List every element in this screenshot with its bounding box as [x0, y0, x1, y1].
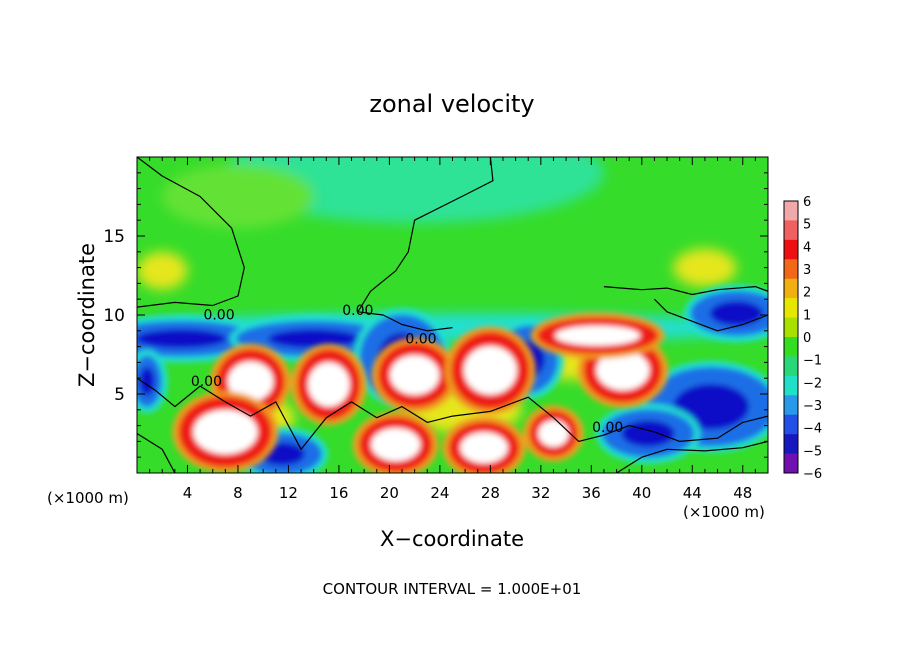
- contour-lines: [137, 157, 768, 473]
- field-blob-warm: [530, 312, 665, 359]
- colorbar-swatch: [784, 375, 798, 396]
- field-blob-warm: [352, 411, 439, 473]
- field-blob-upper: [162, 164, 314, 229]
- warm-center: [596, 350, 650, 391]
- colorbar-label: −6: [803, 467, 822, 482]
- x-tick-label: 4: [183, 484, 193, 502]
- x-unit-left: (×1000 m): [47, 489, 129, 507]
- x-tick-label: 16: [329, 484, 348, 502]
- colorbar-swatch: [784, 453, 798, 474]
- colorbar-swatch: [784, 239, 798, 260]
- x-tick-label: 12: [279, 484, 298, 502]
- colorbar-swatch: [784, 278, 798, 299]
- colorbar-label: 6: [803, 195, 811, 210]
- colorbar-swatch: [784, 434, 798, 455]
- field-blob-cold: [595, 403, 701, 464]
- colorbar-swatch: [784, 220, 798, 241]
- field-blob-warm: [523, 405, 584, 462]
- warm-center: [460, 432, 508, 464]
- contour-line: [357, 157, 494, 332]
- field-layer-warm: [172, 312, 669, 473]
- x-tick-label: 40: [632, 484, 651, 502]
- contour-label: 0.00: [405, 331, 436, 347]
- colorbar-label: 4: [803, 240, 811, 255]
- field-blob-yellow: [137, 251, 188, 290]
- colorbar-frame: [783, 200, 799, 474]
- warm-center: [463, 345, 517, 395]
- field-blob-warm: [291, 343, 367, 426]
- colorbar-swatch: [784, 317, 798, 338]
- colorbar-swatch: [784, 356, 798, 377]
- colorbar-label: 5: [803, 218, 811, 233]
- colorbar-label: −3: [803, 399, 822, 414]
- warm-center: [390, 355, 440, 395]
- contour-line: [137, 377, 768, 450]
- colorbar-swatch: [784, 201, 798, 221]
- colorbar-label: 2: [803, 286, 811, 301]
- colorbar-label: −4: [803, 422, 822, 437]
- field-blob-cold: [684, 284, 768, 342]
- field-blob-yellow: [673, 248, 737, 287]
- warm-center: [308, 362, 350, 407]
- contour-labels: 0.00 0.00 0.00 0.00 0.00: [191, 303, 623, 436]
- contour-label: 0.00: [592, 420, 623, 436]
- x-tick-label: 28: [481, 484, 500, 502]
- cold-center: [621, 420, 675, 447]
- warm-center: [538, 420, 569, 447]
- cold-center: [137, 329, 227, 349]
- field-layer-cold: [137, 284, 768, 473]
- field-blob-cold: [137, 349, 168, 414]
- y-tick-label: 5: [114, 385, 125, 405]
- colorbar-label: −2: [803, 376, 822, 391]
- contour-line: [137, 432, 176, 473]
- colorbar-swatch: [784, 337, 798, 357]
- x-tick-label: 44: [683, 484, 702, 502]
- cold-center: [139, 367, 155, 396]
- field-blob-warm: [172, 391, 279, 473]
- colorbar-swatch: [784, 298, 798, 319]
- contour-line: [603, 286, 768, 296]
- x-tick-label: 48: [733, 484, 752, 502]
- x-tick-label: 20: [380, 484, 399, 502]
- colorbar-label: 1: [803, 308, 811, 323]
- colorbar-swatch: [784, 414, 798, 435]
- contour-label: 0.00: [203, 308, 234, 324]
- field-blob-upper: [225, 157, 604, 224]
- colorbar-label: −5: [803, 444, 822, 459]
- warm-center: [193, 409, 258, 455]
- contour-label: 0.00: [191, 374, 222, 390]
- y-tick-label: 15: [103, 227, 125, 247]
- x-tick-label: 8: [233, 484, 243, 502]
- colorbar-label: 3: [803, 263, 811, 278]
- contour-line: [137, 157, 245, 308]
- chart-title: zonal velocity: [369, 90, 534, 118]
- contour-interval-note: CONTOUR INTERVAL = 1.000E+01: [323, 580, 582, 598]
- x-tick-label: 32: [531, 484, 550, 502]
- x-tick-label: 24: [430, 484, 449, 502]
- contour-line: [616, 440, 768, 473]
- x-axis-label: X−coordinate: [380, 527, 524, 551]
- y-axis-label: Z−coordinate: [75, 243, 99, 387]
- warm-center: [371, 427, 421, 462]
- field-blob-warm: [445, 326, 536, 415]
- colorbar-label: 0: [803, 331, 811, 346]
- contour-line: [653, 298, 768, 332]
- field-blob-warm: [371, 337, 458, 413]
- x-unit-right: (×1000 m): [683, 503, 765, 521]
- x-tick-label: 36: [582, 484, 601, 502]
- colorbar-swatch: [784, 395, 798, 416]
- y-tick-label: 10: [103, 306, 125, 326]
- cold-center: [709, 301, 763, 326]
- warm-center: [227, 361, 274, 402]
- plot-area: [137, 157, 768, 473]
- colorbar: 6 5 4 3 2 1 0 −1 −2 −3 −4 −5 −6: [783, 195, 822, 482]
- field-blob-warm: [442, 416, 526, 473]
- cold-center: [268, 329, 360, 349]
- colorbar-swatch: [784, 259, 798, 280]
- colorbar-label: −1: [803, 354, 822, 369]
- contour-label: 0.00: [342, 303, 373, 319]
- warm-center: [555, 325, 641, 346]
